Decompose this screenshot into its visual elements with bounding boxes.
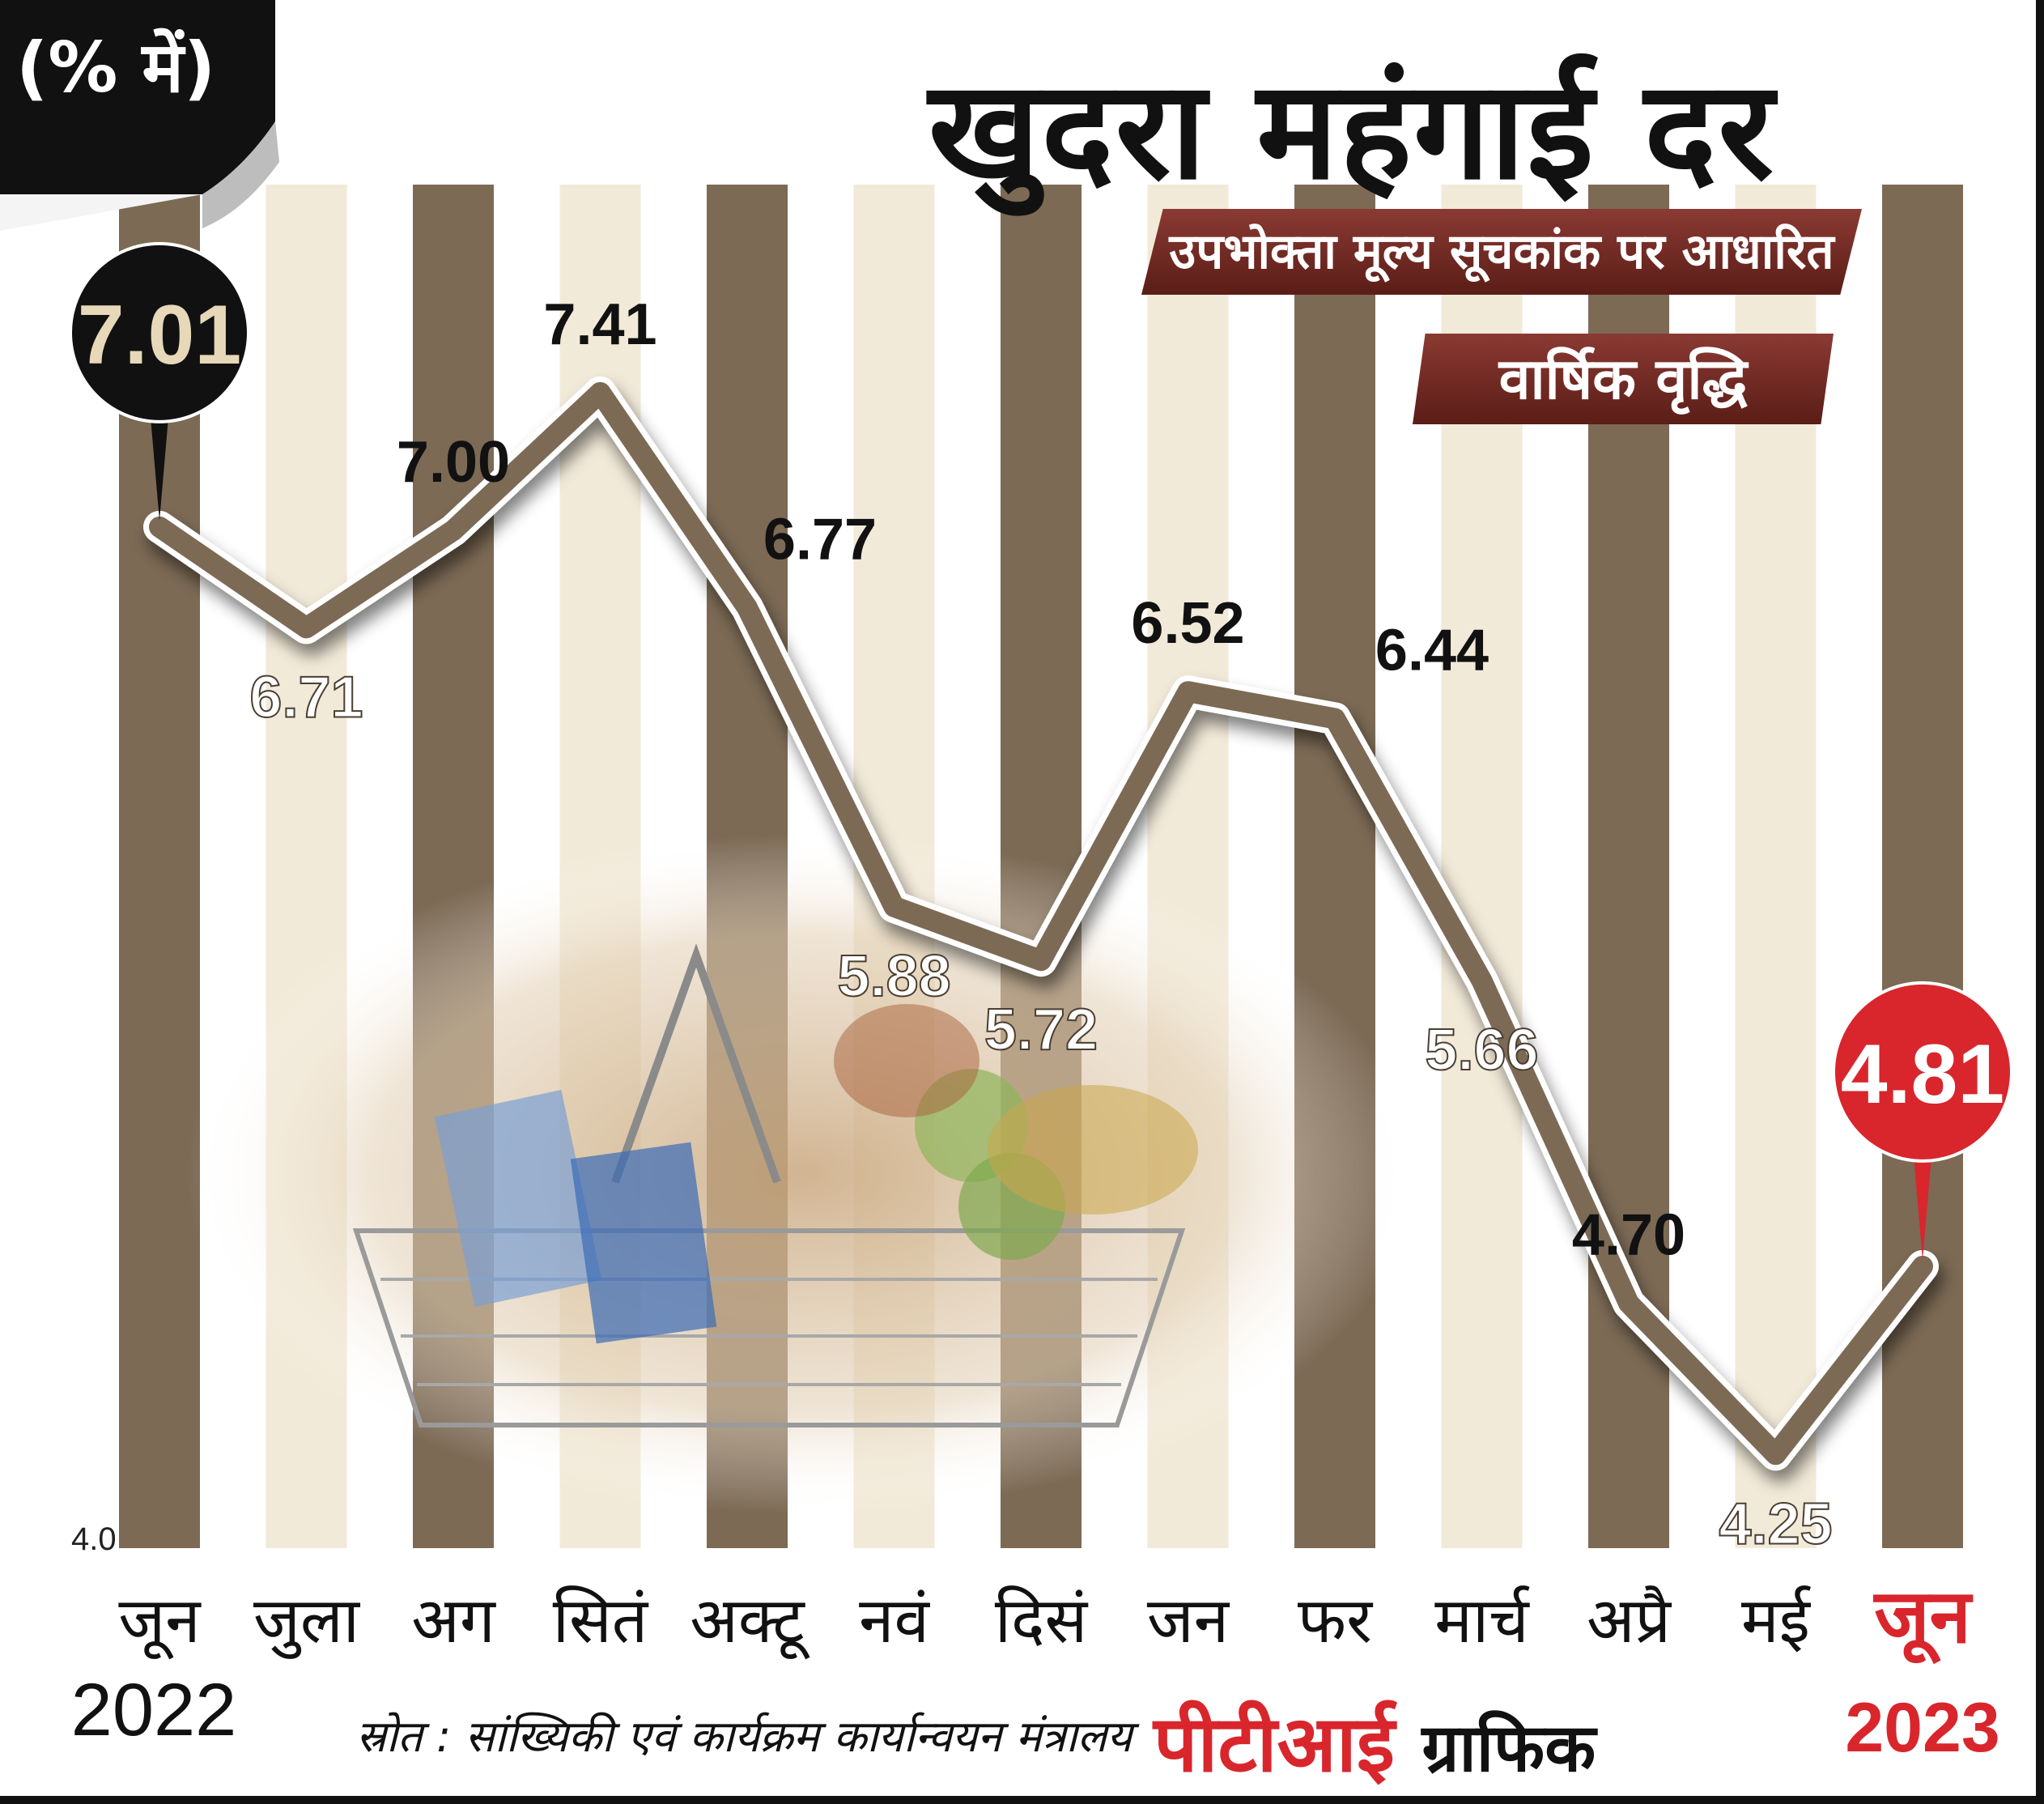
graphic-credit: पीटीआई ग्राफिक [1154,1688,1596,1794]
source-note: स्रोत : सांख्यिकी एवं कार्यक्रम कार्यान्… [356,1711,1132,1762]
data-point [890,903,898,910]
x-tick-label: फर [1297,1585,1373,1657]
credit-label: ग्राफिक [1421,1710,1596,1787]
data-labels: 6.71 7.00 7.41 6.77 5.88 5.72 6.52 6.44 5.66 4.70… [249,292,1833,1557]
data-point [1478,977,1485,985]
x-tick-label: जून [118,1585,201,1657]
data-point [1625,1300,1632,1307]
index-ribbon: उपभोक्ता मूल्य सूचकांक पर आधारित [1141,209,1862,295]
data-label: 7.41 [543,292,657,357]
x-tick-label: मई [1741,1585,1810,1657]
data-point [303,624,310,632]
data-point [156,523,163,530]
data-label: 6.44 [1375,618,1489,683]
data-point [1038,957,1044,964]
page-title: खुदरा महंगाई दर [928,51,1775,210]
y-tick-label: 4.0 [71,1521,117,1557]
x-tick-label: दिसं [994,1585,1088,1657]
data-label: 4.70 [1572,1203,1685,1268]
x-tick-label: जन [1146,1585,1230,1657]
x-year-end: 2023 [1845,1689,2000,1767]
x-tick-label: नवं [859,1585,929,1657]
data-label: 6.77 [763,507,877,572]
data-point [1919,1262,1926,1270]
highlight-marker: 7.01 [69,241,250,521]
data-point [1184,688,1192,696]
x-tick-label: जुला [253,1585,359,1657]
data-label: 6.71 [249,665,363,730]
x-tick-label: मार्च [1434,1585,1529,1657]
data-label: 5.66 [1425,1018,1538,1083]
series-line [143,376,1939,1471]
growth-ribbon: वार्षिक वृद्धि [1413,334,1834,424]
data-label: 5.88 [837,944,950,1009]
data-point [744,604,750,611]
data-point [450,527,457,534]
x-year-start: 2022 [70,1669,237,1751]
highlight-markers: 7.01 4.81 [69,241,2013,1260]
shopping-basket-photo [186,834,1417,1514]
highlight-value-label: 7.01 [78,288,241,382]
x-tick-label: अग [411,1585,495,1657]
x-tick-label: जून [1874,1573,1971,1660]
unit-corner-tab [0,0,279,231]
x-tick-label: अक्टू [690,1585,805,1657]
x-tick-label: सितं [552,1585,648,1657]
data-label: 4.25 [1719,1491,1832,1556]
data-label: 7.00 [397,430,510,495]
data-point [1772,1451,1779,1458]
data-label: 6.52 [1131,591,1244,656]
data-label: 5.72 [984,998,1098,1062]
highlight-marker: 4.81 [1832,981,2013,1260]
unit-label: (% में) [16,28,216,108]
data-point [1332,715,1338,722]
credit-agency: पीटीआई [1154,1699,1395,1789]
highlight-value-label: 4.81 [1841,1028,2004,1121]
band-12 [1882,185,1963,1548]
x-tick-label: अप्रै [1587,1585,1671,1657]
data-point [597,389,604,396]
